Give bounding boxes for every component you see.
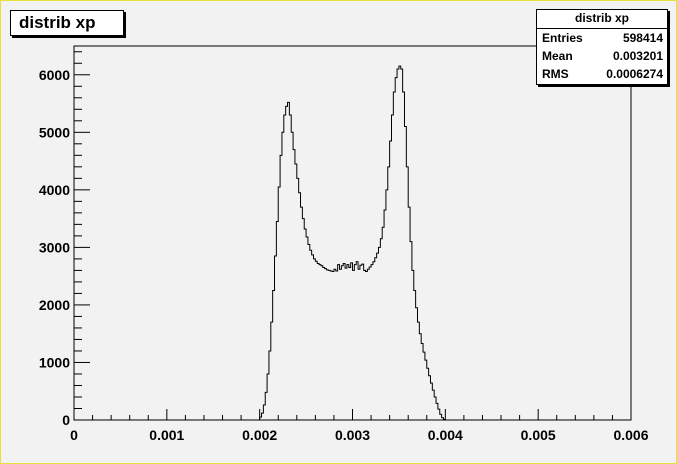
stats-value: 0.0006274 (606, 67, 663, 81)
x-tick-label: 0.005 (521, 427, 556, 443)
x-tick-label: 0.003 (335, 427, 370, 443)
stats-label: Mean (542, 49, 573, 63)
y-tick-label: 6000 (39, 67, 70, 83)
histogram-title: distrib xp (19, 13, 96, 32)
stats-value: 0.003201 (612, 49, 663, 63)
y-tick-label: 1000 (39, 354, 70, 370)
x-axis: 0 0.001 0.002 0.003 0.004 0.005 0.006 (70, 409, 649, 443)
statistics-box: distrib xp Entries 598414 Mean 0.003201 … (536, 9, 668, 85)
stats-row-entries: Entries 598414 (537, 29, 667, 47)
stats-value: 598414 (622, 31, 663, 45)
stats-label: RMS (542, 67, 569, 81)
y-tick-label: 2000 (39, 297, 70, 313)
y-tick-label: 3000 (39, 239, 70, 255)
y-axis: 0 1000 2000 3000 4000 5000 6000 (39, 51, 90, 428)
x-tick-label: 0.004 (428, 427, 463, 443)
stats-row-rms: RMS 0.0006274 (537, 65, 667, 83)
y-tick-label: 5000 (39, 124, 70, 140)
plot-area (73, 45, 632, 421)
x-tick-label: 0.001 (149, 427, 184, 443)
x-tick-label: 0.002 (242, 427, 277, 443)
x-tick-label: 0.006 (613, 427, 648, 443)
x-tick-label: 0 (70, 427, 78, 443)
stats-title: distrib xp (537, 10, 667, 29)
y-tick-label: 4000 (39, 182, 70, 198)
histogram-title-box: distrib xp (10, 10, 124, 36)
stats-row-mean: Mean 0.003201 (537, 47, 667, 65)
y-tick-label: 0 (62, 412, 70, 428)
histogram-line (74, 65, 631, 421)
stats-label: Entries (542, 31, 583, 45)
